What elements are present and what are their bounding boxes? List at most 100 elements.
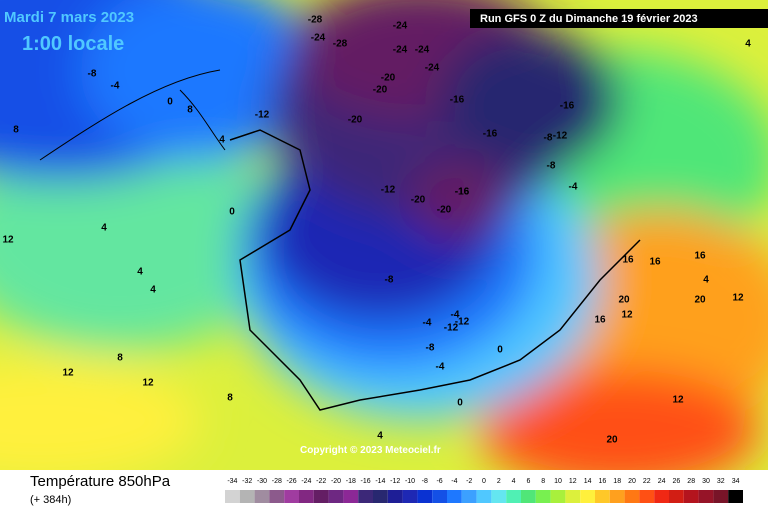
contour-label: -20 bbox=[437, 205, 452, 216]
contour-label: -20 bbox=[373, 85, 388, 96]
legend-swatch bbox=[447, 490, 462, 503]
contour-label: 4 bbox=[703, 275, 709, 286]
contour-label: 8 bbox=[13, 125, 19, 136]
legend-label: -4 bbox=[451, 478, 457, 485]
contour-label: -12 bbox=[455, 317, 470, 328]
contour-label: -24 bbox=[415, 45, 430, 56]
contour-label: 0 bbox=[457, 398, 463, 409]
legend-label: 34 bbox=[732, 478, 740, 485]
run-box bbox=[470, 9, 768, 28]
legend-label: -26 bbox=[287, 478, 297, 485]
contour-label: -8 bbox=[544, 133, 553, 144]
contour-label: -16 bbox=[483, 129, 498, 140]
legend-label: -18 bbox=[346, 478, 356, 485]
contour-label: -12 bbox=[255, 110, 270, 121]
contour-label: -28 bbox=[308, 15, 323, 26]
legend-label: 18 bbox=[613, 478, 621, 485]
legend-label: -32 bbox=[242, 478, 252, 485]
legend-swatch bbox=[728, 490, 743, 503]
legend-swatch bbox=[358, 490, 373, 503]
legend-swatch bbox=[491, 490, 507, 503]
legend-label: -6 bbox=[436, 478, 442, 485]
contour-label: -8 bbox=[547, 161, 556, 172]
contour-label: -16 bbox=[455, 187, 470, 198]
legend-label: 0 bbox=[482, 478, 486, 485]
contour-label: -8 bbox=[385, 275, 394, 286]
legend-label: 14 bbox=[584, 478, 592, 485]
contour-label: -4 bbox=[451, 310, 460, 321]
legend-label: -28 bbox=[272, 478, 282, 485]
legend-swatch bbox=[565, 490, 581, 503]
legend-label: 28 bbox=[687, 478, 695, 485]
contour-label: -4 bbox=[423, 318, 432, 329]
legend-swatch bbox=[313, 490, 329, 503]
footer-title: Température 850hPa bbox=[30, 473, 171, 490]
legend-label: 4 bbox=[512, 478, 516, 485]
contour-label: 0 bbox=[167, 97, 173, 108]
contour-label: -4 bbox=[569, 182, 578, 193]
contour-label: -4 bbox=[111, 81, 120, 92]
legend-label: 6 bbox=[526, 478, 530, 485]
legend-label: -30 bbox=[257, 478, 267, 485]
contour-label: -24 bbox=[311, 33, 326, 44]
legend-label: -16 bbox=[361, 478, 371, 485]
legend-swatch bbox=[595, 490, 610, 503]
legend-label: 2 bbox=[497, 478, 501, 485]
legend-swatch bbox=[639, 490, 655, 503]
contour-label: -20 bbox=[411, 195, 426, 206]
legend-swatch bbox=[328, 490, 344, 503]
contour-label: -20 bbox=[381, 73, 396, 84]
contour-label: 12 bbox=[621, 310, 633, 321]
footer-lead: (+ 384h) bbox=[30, 494, 71, 506]
contour-label: 12 bbox=[672, 395, 684, 406]
legend-swatch bbox=[269, 490, 285, 503]
map bbox=[0, 0, 768, 470]
contour-label: 16 bbox=[622, 255, 634, 266]
contour-label: 8 bbox=[187, 105, 193, 116]
contour-label: 16 bbox=[694, 251, 706, 262]
legend-swatch bbox=[609, 490, 625, 503]
legend-label: -34 bbox=[227, 478, 237, 485]
legend-swatch bbox=[461, 490, 477, 503]
legend-label: -20 bbox=[331, 478, 341, 485]
contour-label: -28 bbox=[333, 39, 348, 50]
legend-label: -12 bbox=[390, 478, 400, 485]
contour-label: -8 bbox=[88, 69, 97, 80]
legend-label: 30 bbox=[702, 478, 710, 485]
legend-label: -8 bbox=[422, 478, 428, 485]
run: Run GFS 0 Z du Dimanche 19 février 2023 bbox=[480, 13, 698, 25]
legend-label: 22 bbox=[643, 478, 651, 485]
contour-label: 0 bbox=[497, 345, 503, 356]
legend-swatch bbox=[476, 490, 492, 503]
legend-swatch bbox=[239, 490, 255, 503]
legend-label: 16 bbox=[599, 478, 607, 485]
legend-swatch bbox=[624, 490, 640, 503]
contour-label: 20 bbox=[606, 435, 618, 446]
contour-label: 8 bbox=[227, 393, 233, 404]
legend-label: 10 bbox=[554, 478, 562, 485]
legend-swatch bbox=[225, 490, 240, 503]
contour-label: -12 bbox=[444, 323, 459, 334]
contour-label: 16 bbox=[649, 257, 661, 268]
legend-label: -2 bbox=[466, 478, 472, 485]
contour-label: -12 bbox=[553, 131, 568, 142]
contour-label: -20 bbox=[348, 115, 363, 126]
legend-label: -10 bbox=[405, 478, 415, 485]
copyright: Copyright © 2023 Meteociel.fr bbox=[300, 445, 441, 456]
contour-label: 12 bbox=[142, 378, 154, 389]
legend-label: -24 bbox=[301, 478, 311, 485]
contour-label: -24 bbox=[425, 63, 440, 74]
legend-swatch bbox=[580, 490, 595, 503]
contour-label: 20 bbox=[694, 295, 706, 306]
contour-label: 4 bbox=[745, 39, 751, 50]
legend-swatch bbox=[683, 490, 699, 503]
legend-label: -22 bbox=[316, 478, 326, 485]
legend-swatch bbox=[521, 490, 536, 503]
contour-label: 12 bbox=[62, 368, 74, 379]
contour-label: 16 bbox=[594, 315, 606, 326]
legend-label: 32 bbox=[717, 478, 725, 485]
contour-label: -12 bbox=[381, 185, 396, 196]
contour-label: 4 bbox=[137, 267, 143, 278]
legend-swatch bbox=[254, 490, 270, 503]
